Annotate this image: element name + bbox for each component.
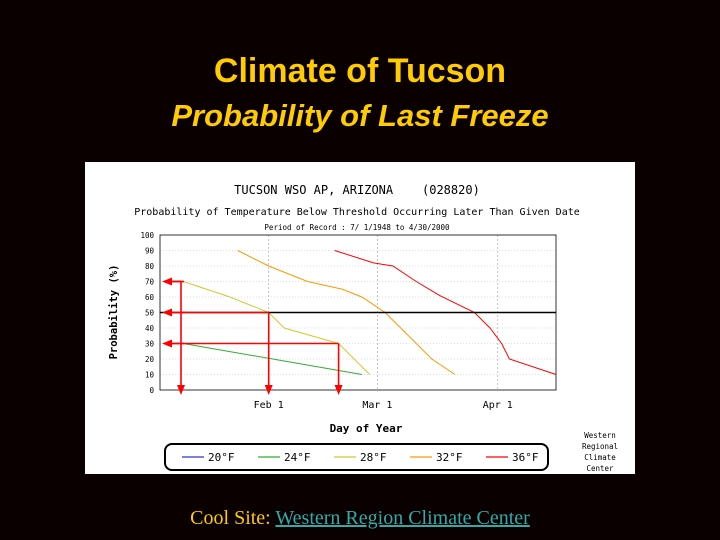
slide-title: Climate of Tucson [213, 52, 507, 90]
x-axis-label: Day of Year [330, 422, 403, 435]
footer-label: Cool Site: [190, 507, 271, 529]
x-tick-label: Apr 1 [483, 400, 513, 411]
series-line-32f [237, 250, 456, 375]
chart-title: TUCSON WSO AP, ARIZONA (028820) [234, 183, 480, 197]
wrcc-link[interactable]: Western Region Climate Center [275, 507, 530, 529]
y-tick-label: 90 [145, 247, 155, 256]
arrow-head-left [162, 308, 172, 317]
y-tick-label: 60 [145, 293, 155, 302]
chart-panel: TUCSON WSO AP, ARIZONA (028820) Probabil… [85, 162, 635, 474]
legend-label: 24°F [284, 451, 311, 464]
y-tick-label: 50 [145, 309, 155, 318]
legend: 20°F 24°F 28°F 32°F 36°F [182, 451, 539, 464]
slide-subtitle: Probability of Last Freeze [171, 98, 549, 133]
legend-label: 28°F [360, 451, 387, 464]
arrow-head-left [162, 339, 172, 348]
arrow-head-down [264, 385, 273, 395]
x-tick-label: Feb 1 [254, 400, 284, 411]
arrow-annotations [162, 277, 343, 395]
freeze-probability-chart: TUCSON WSO AP, ARIZONA (028820) Probabil… [108, 183, 618, 473]
attribution-line: Western [584, 431, 616, 440]
wrcc-attribution: Western Regional Climate Center [582, 431, 618, 473]
legend-box [164, 443, 549, 471]
chart-ticks: 0 10 20 30 40 50 60 70 80 90 100 Feb 1 Mar 1 Apr 1 [140, 231, 512, 411]
attribution-line: Climate [584, 453, 616, 462]
chart-subtitle: Probability of Temperature Below Thresho… [134, 207, 580, 218]
attribution-line: Center [586, 464, 614, 473]
arrow-head-left [162, 277, 172, 286]
y-tick-label: 100 [140, 231, 154, 240]
chart-period: Period of Record : 7/ 1/1948 to 4/30/200… [264, 223, 450, 232]
y-tick-label: 10 [145, 371, 155, 380]
legend-label: 20°F [208, 451, 235, 464]
legend-label: 36°F [512, 451, 539, 464]
footer: Cool Site: Western Region Climate Center [0, 507, 720, 530]
y-tick-label: 80 [145, 262, 155, 271]
series-line-28f [183, 281, 371, 375]
series-line-36f [334, 250, 557, 375]
arrow-head-down [334, 385, 343, 395]
x-tick-label: Mar 1 [362, 400, 392, 411]
y-tick-label: 40 [145, 324, 155, 333]
series-line-24f [183, 343, 362, 375]
y-tick-label: 0 [149, 386, 154, 395]
y-tick-label: 70 [145, 278, 155, 287]
y-axis-label: Probability (%) [108, 265, 120, 360]
legend-label: 32°F [436, 451, 463, 464]
attribution-line: Regional [582, 442, 618, 451]
y-tick-label: 30 [145, 340, 155, 349]
series-layer [183, 250, 557, 375]
arrow-head-down [177, 385, 185, 395]
y-tick-label: 20 [145, 355, 155, 364]
